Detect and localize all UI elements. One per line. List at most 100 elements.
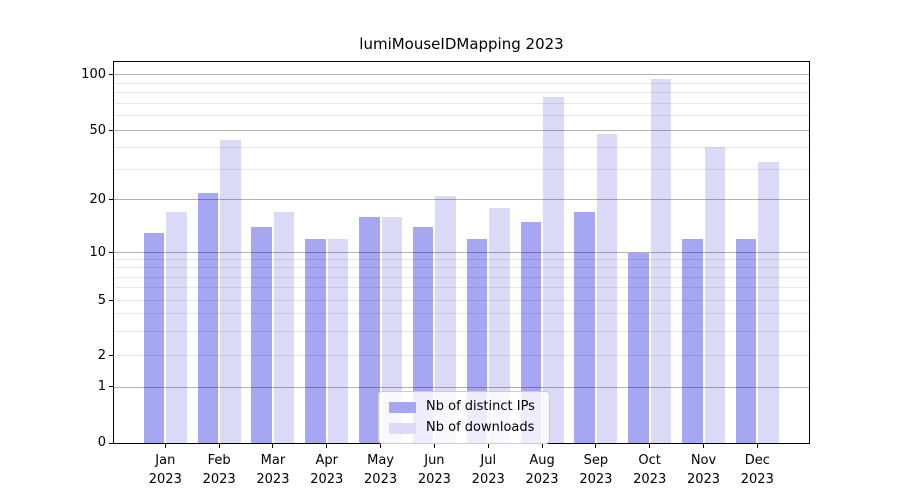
bar-distinct-ips-dec bbox=[735, 238, 757, 443]
x-tick-month: Nov bbox=[690, 453, 717, 468]
x-tick-mark bbox=[433, 444, 435, 448]
bar-downloads-nov bbox=[704, 147, 725, 443]
gridline-minor bbox=[114, 103, 809, 105]
x-tick-month: Apr bbox=[315, 453, 339, 468]
x-tick-label: Sep 2023 bbox=[556, 451, 636, 489]
bar-downloads-oct bbox=[650, 79, 672, 443]
gridline-minor bbox=[114, 82, 809, 84]
x-tick-year: 2023 bbox=[417, 472, 451, 487]
gridline-major bbox=[114, 130, 809, 132]
bar-distinct-ips-feb bbox=[197, 192, 219, 443]
y-tick-label: 1 bbox=[97, 378, 106, 394]
x-tick-month: Jan bbox=[155, 453, 176, 468]
x-tick-mark bbox=[326, 444, 328, 448]
y-tick-label: 10 bbox=[89, 244, 106, 260]
x-tick-month: May bbox=[367, 453, 395, 468]
bar-distinct-ips-aug bbox=[520, 221, 542, 443]
y-tick-mark bbox=[109, 386, 113, 388]
x-tick-mark bbox=[649, 444, 651, 448]
x-tick-year: 2023 bbox=[310, 472, 344, 487]
x-tick-mark bbox=[272, 444, 274, 448]
legend: Nb of distinct IPs Nb of downloads bbox=[378, 391, 550, 444]
y-tick-mark bbox=[109, 355, 113, 357]
y-tick-mark bbox=[109, 130, 113, 132]
x-tick-year: 2023 bbox=[740, 472, 774, 487]
bar-downloads-jun bbox=[435, 196, 456, 443]
bar-downloads-jul bbox=[489, 207, 510, 443]
gridline-minor bbox=[114, 330, 809, 332]
y-tick-mark bbox=[109, 442, 113, 444]
bar-downloads-apr bbox=[327, 238, 349, 443]
bar-distinct-ips-oct bbox=[628, 252, 649, 443]
x-tick-month: Dec bbox=[744, 453, 770, 468]
legend-swatch-distinct-ips bbox=[389, 401, 416, 413]
x-tick-month: Mar bbox=[260, 453, 286, 468]
bar-downloads-dec bbox=[758, 162, 779, 443]
x-tick-year: 2023 bbox=[364, 472, 398, 487]
gridline-minor bbox=[114, 287, 809, 289]
x-tick-mark bbox=[703, 444, 704, 448]
gridline-minor bbox=[114, 146, 809, 148]
x-tick-year: 2023 bbox=[202, 472, 236, 487]
bar-distinct-ips-sep bbox=[574, 212, 595, 443]
x-tick-mark bbox=[595, 444, 597, 448]
x-tick-year: 2023 bbox=[256, 472, 290, 487]
gridline-minor bbox=[114, 267, 809, 269]
x-tick-label: Jan 2023 bbox=[125, 451, 205, 489]
gridline-minor bbox=[114, 313, 809, 315]
x-tick-year: 2023 bbox=[633, 472, 667, 487]
y-tick-mark bbox=[109, 252, 113, 253]
x-tick-month: Feb bbox=[207, 453, 231, 468]
bar-distinct-ips-apr bbox=[305, 238, 326, 443]
x-tick-label: Jun 2023 bbox=[394, 451, 474, 489]
y-tick-label: 2 bbox=[97, 347, 106, 363]
bar-downloads-may bbox=[381, 216, 403, 443]
bar-downloads-sep bbox=[596, 133, 618, 443]
gridline-minor bbox=[114, 115, 809, 117]
chart-title: lumiMouseIDMapping 2023 bbox=[359, 35, 564, 53]
gridline-major bbox=[114, 386, 809, 388]
y-tick-label: 100 bbox=[81, 66, 106, 82]
y-tick-mark bbox=[109, 199, 113, 201]
x-tick-mark bbox=[218, 444, 220, 448]
x-tick-label: Feb 2023 bbox=[179, 451, 259, 489]
y-tick-mark bbox=[109, 300, 113, 301]
bar-distinct-ips-jan bbox=[143, 232, 165, 443]
x-tick-label: Apr 2023 bbox=[287, 451, 367, 489]
x-tick-label: May 2023 bbox=[341, 451, 421, 489]
x-tick-year: 2023 bbox=[579, 472, 613, 487]
legend-label-distinct-ips: Nb of distinct IPs bbox=[426, 399, 535, 414]
bar-distinct-ips-may bbox=[359, 216, 380, 443]
x-tick-month: Oct bbox=[638, 453, 661, 468]
x-tick-label: Nov 2023 bbox=[664, 451, 744, 489]
x-tick-year: 2023 bbox=[471, 472, 505, 487]
x-tick-month: Jun bbox=[424, 453, 445, 468]
bar-downloads-aug bbox=[543, 96, 564, 443]
gridline-major bbox=[114, 74, 809, 76]
gridline-minor bbox=[114, 259, 809, 261]
bar-downloads-feb bbox=[220, 140, 241, 443]
y-tick-mark bbox=[109, 74, 113, 76]
legend-label-downloads: Nb of downloads bbox=[426, 420, 535, 435]
gridline-minor bbox=[114, 355, 809, 357]
x-tick-year: 2023 bbox=[686, 472, 721, 487]
legend-item-downloads: Nb of downloads bbox=[389, 420, 539, 436]
y-tick-label: 0 bbox=[97, 435, 106, 450]
x-tick-month: Aug bbox=[529, 453, 555, 468]
y-tick-label: 50 bbox=[89, 122, 106, 138]
gridline-minor bbox=[114, 92, 809, 94]
gridline-minor bbox=[114, 168, 809, 170]
x-tick-month: Jul bbox=[480, 453, 497, 468]
bar-downloads-jan bbox=[166, 212, 187, 443]
x-tick-label: Dec 2023 bbox=[717, 451, 797, 489]
x-tick-mark bbox=[380, 444, 382, 448]
x-tick-mark bbox=[756, 444, 758, 448]
bar-distinct-ips-jun bbox=[412, 226, 434, 443]
bar-distinct-ips-mar bbox=[251, 226, 272, 443]
x-tick-label: Mar 2023 bbox=[233, 451, 313, 489]
x-tick-year: 2023 bbox=[525, 472, 559, 487]
legend-swatch-downloads bbox=[389, 422, 416, 434]
x-tick-mark bbox=[541, 444, 543, 448]
x-tick-year: 2023 bbox=[148, 472, 182, 487]
